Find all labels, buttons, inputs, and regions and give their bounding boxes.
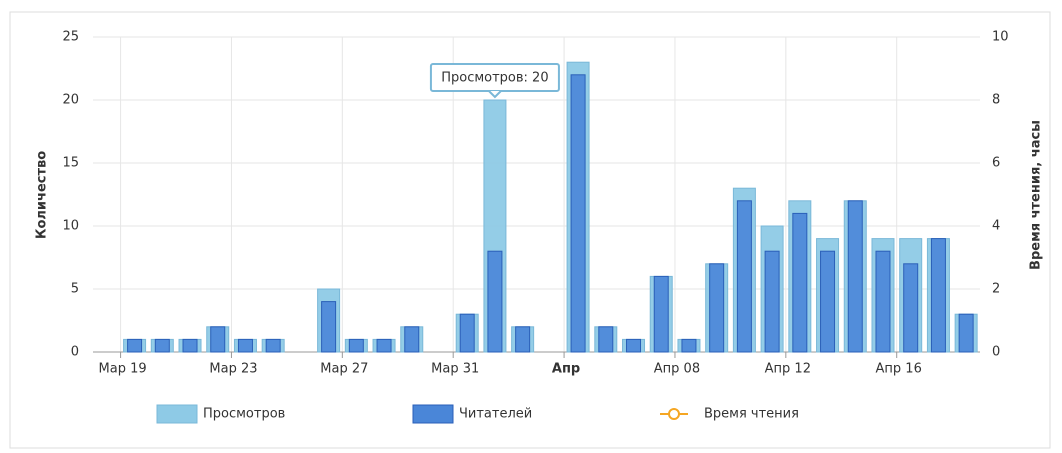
y2-tick-label: 10 — [992, 30, 1009, 45]
x-tick-label: Апр 08 — [654, 362, 700, 377]
frame — [9, 11, 1051, 449]
x-tick-label: Апр 12 — [765, 362, 811, 377]
bar — [626, 338, 642, 353]
bar — [265, 338, 281, 353]
y-tick-label: 20 — [62, 93, 79, 108]
bar — [404, 326, 420, 353]
bar — [653, 275, 669, 353]
x-tick-label: Мар 31 — [431, 362, 479, 377]
legend-swatch — [156, 404, 198, 424]
tooltip-text: Просмотров: 20 — [441, 71, 548, 86]
x-tick-label: Мар 27 — [320, 362, 368, 377]
y-tick-label: 25 — [62, 30, 79, 45]
x-tick-label: Мар 19 — [99, 362, 147, 377]
bar — [154, 338, 170, 353]
legend-label: Время чтения — [704, 407, 799, 422]
bar — [736, 200, 752, 353]
y2-tick-label: 2 — [992, 282, 1000, 297]
y2-tick-label: 4 — [992, 219, 1000, 234]
bar — [598, 326, 614, 353]
x-tick-label: Мар 23 — [209, 362, 257, 377]
bar — [958, 313, 974, 353]
bar — [570, 74, 586, 353]
bar — [903, 263, 919, 353]
legend-label: Просмотров — [203, 407, 285, 422]
legend-swatch — [668, 408, 680, 420]
bar — [210, 326, 226, 353]
bar — [792, 212, 808, 353]
y-tick-label: 5 — [71, 282, 79, 297]
legend-swatch — [412, 404, 454, 424]
x-tick-label: Апр 16 — [876, 362, 922, 377]
bar — [875, 250, 891, 353]
bar — [820, 250, 836, 353]
bar — [487, 250, 503, 353]
y-axis-title: Количество — [35, 151, 50, 239]
y2-axis-title: Время чтения, часы — [1029, 120, 1044, 270]
bar — [459, 313, 475, 353]
bar — [237, 338, 253, 353]
bar — [847, 200, 863, 353]
y-tick-label: 0 — [71, 345, 79, 360]
bar — [376, 338, 392, 353]
bar — [681, 338, 697, 353]
bar — [764, 250, 780, 353]
bar — [348, 338, 364, 353]
bar — [709, 263, 725, 353]
legend-label: Читателей — [459, 407, 532, 422]
y-tick-label: 10 — [62, 219, 79, 234]
bar — [182, 338, 198, 353]
bar — [515, 326, 531, 353]
y2-tick-label: 0 — [992, 345, 1000, 360]
bar — [930, 238, 946, 353]
tooltip-pointer — [488, 90, 502, 99]
y2-tick-label: 8 — [992, 93, 1000, 108]
bar — [127, 338, 143, 353]
bar — [321, 301, 337, 353]
y-tick-label: 15 — [62, 156, 79, 171]
x-tick-label: Апр — [552, 362, 580, 377]
y2-tick-label: 6 — [992, 156, 1000, 171]
